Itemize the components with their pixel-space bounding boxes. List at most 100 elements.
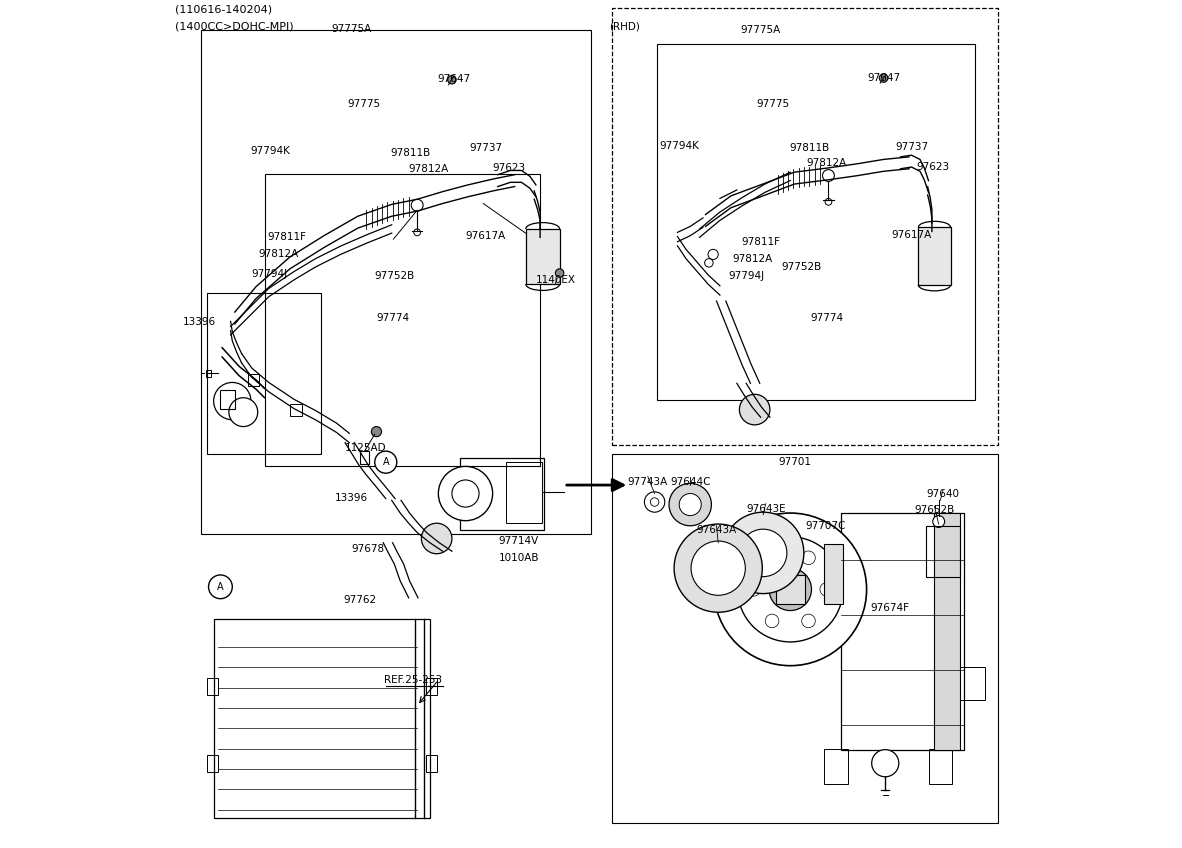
- Text: 97617A: 97617A: [891, 230, 931, 240]
- Bar: [220, 390, 235, 409]
- Text: 97775A: 97775A: [740, 25, 781, 35]
- Text: 97617A: 97617A: [465, 231, 505, 241]
- Text: 97623: 97623: [492, 163, 525, 173]
- Circle shape: [801, 551, 816, 565]
- Text: 97737: 97737: [895, 142, 928, 152]
- Text: 97811B: 97811B: [790, 142, 830, 153]
- Bar: [214, 619, 430, 818]
- Bar: [775, 575, 805, 604]
- Circle shape: [933, 516, 944, 527]
- Circle shape: [452, 480, 479, 507]
- Text: 97812A: 97812A: [732, 254, 772, 264]
- Text: 97647: 97647: [437, 74, 470, 84]
- Text: 97674F: 97674F: [870, 603, 909, 613]
- Circle shape: [422, 523, 452, 554]
- Text: 97794J: 97794J: [728, 271, 765, 281]
- Text: 97678: 97678: [351, 544, 384, 554]
- Text: 97775A: 97775A: [331, 24, 371, 34]
- Bar: [361, 451, 369, 464]
- Text: 97743A: 97743A: [628, 477, 668, 487]
- Text: 1010AB: 1010AB: [499, 553, 539, 563]
- Bar: [842, 513, 965, 750]
- Bar: [290, 404, 301, 416]
- Circle shape: [669, 483, 712, 526]
- Circle shape: [371, 427, 382, 437]
- Text: 97774: 97774: [810, 313, 843, 323]
- Circle shape: [375, 451, 397, 473]
- Bar: [201, 30, 591, 534]
- Text: 97794K: 97794K: [660, 141, 699, 151]
- Text: (110616-140204): (110616-140204): [175, 4, 273, 14]
- Text: (1400CC>DOHC-MPI): (1400CC>DOHC-MPI): [175, 21, 294, 31]
- Circle shape: [691, 541, 746, 595]
- Circle shape: [708, 249, 719, 259]
- Text: 13396: 13396: [336, 493, 369, 503]
- Text: 97811F: 97811F: [267, 232, 306, 243]
- Circle shape: [747, 583, 760, 596]
- Circle shape: [208, 575, 233, 599]
- Bar: [918, 227, 950, 285]
- Text: 97775: 97775: [756, 99, 790, 109]
- Bar: [926, 526, 960, 577]
- Bar: [247, 374, 259, 386]
- Text: 97811F: 97811F: [741, 237, 780, 247]
- Text: 97774: 97774: [376, 313, 409, 323]
- Text: 97640: 97640: [927, 488, 960, 499]
- Text: 97812A: 97812A: [258, 249, 298, 259]
- Circle shape: [644, 492, 664, 512]
- Circle shape: [704, 259, 713, 267]
- Text: 97752B: 97752B: [781, 262, 821, 272]
- Circle shape: [801, 614, 816, 628]
- Bar: [506, 462, 541, 523]
- Text: 1140EX: 1140EX: [535, 275, 576, 285]
- Circle shape: [769, 568, 812, 611]
- Text: 97812A: 97812A: [408, 164, 448, 174]
- Bar: [206, 370, 212, 377]
- Text: 97812A: 97812A: [806, 158, 846, 168]
- Text: 97643A: 97643A: [696, 525, 736, 535]
- Circle shape: [680, 494, 701, 516]
- Text: 97643E: 97643E: [746, 504, 786, 514]
- Text: 97644C: 97644C: [670, 477, 710, 487]
- Circle shape: [740, 529, 787, 577]
- Text: 97652B: 97652B: [915, 505, 955, 516]
- Circle shape: [879, 74, 888, 82]
- Circle shape: [722, 512, 804, 594]
- Bar: [426, 755, 436, 772]
- Text: 97752B: 97752B: [375, 271, 415, 281]
- Bar: [612, 8, 998, 445]
- Text: 97647: 97647: [868, 73, 901, 83]
- Text: 97794J: 97794J: [252, 269, 287, 279]
- Bar: [824, 544, 843, 604]
- Bar: [207, 755, 217, 772]
- Circle shape: [765, 614, 779, 628]
- Bar: [929, 749, 953, 784]
- Text: 1125AD: 1125AD: [345, 443, 387, 453]
- Bar: [207, 678, 217, 695]
- Circle shape: [823, 170, 834, 181]
- Circle shape: [448, 75, 456, 84]
- Circle shape: [740, 394, 769, 425]
- Bar: [935, 513, 960, 750]
- Circle shape: [765, 551, 779, 565]
- Circle shape: [714, 513, 866, 666]
- Circle shape: [411, 199, 423, 211]
- Text: A: A: [217, 582, 223, 592]
- Bar: [207, 293, 322, 454]
- Bar: [657, 44, 975, 400]
- Bar: [526, 229, 559, 284]
- Circle shape: [214, 382, 251, 420]
- Text: REF.25-253: REF.25-253: [384, 675, 442, 685]
- Text: 97775: 97775: [348, 99, 381, 109]
- Text: 97737: 97737: [469, 142, 502, 153]
- Bar: [265, 174, 540, 466]
- Text: 97707C: 97707C: [806, 521, 846, 531]
- Text: 13396: 13396: [183, 317, 216, 327]
- Text: (RHD): (RHD): [610, 21, 641, 31]
- Text: A: A: [383, 457, 389, 467]
- Text: 97762: 97762: [344, 595, 377, 605]
- Bar: [460, 458, 545, 530]
- Bar: [824, 749, 847, 784]
- Bar: [960, 667, 986, 700]
- Circle shape: [439, 466, 493, 521]
